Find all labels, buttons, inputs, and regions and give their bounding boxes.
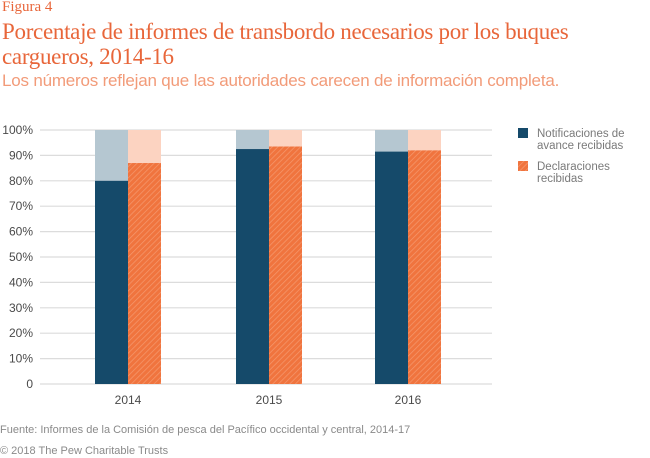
chart-title: Porcentaje de informes de transbordo nec… — [2, 19, 569, 69]
bars — [95, 130, 441, 384]
y-tick-label: 90% — [9, 148, 33, 162]
y-tick-label: 30% — [9, 301, 33, 315]
bar-remainder-declaraciones-2016 — [408, 130, 441, 151]
bar-declaraciones-2014 — [128, 163, 161, 384]
x-tick-label: 2016 — [395, 393, 422, 407]
y-tick-label: 0 — [26, 377, 33, 391]
bar-notificaciones-2016 — [375, 151, 408, 384]
y-tick-label: 70% — [9, 199, 33, 213]
y-tick-label: 10% — [9, 352, 33, 366]
bar-remainder-declaraciones-2015 — [269, 130, 302, 147]
y-tick-label: 80% — [9, 174, 33, 188]
bar-remainder-notificaciones-2014 — [95, 130, 128, 181]
legend-label: avance recibidas — [537, 140, 624, 152]
y-tick-label: 50% — [9, 250, 33, 264]
legend-label: recibidas — [537, 173, 583, 185]
figure-label: Figura 4 — [2, 0, 53, 15]
y-axis: 0 10% 20% 30% 40% 50% 60% 70% 80% 90% 100% — [2, 123, 33, 391]
x-tick-label: 2015 — [256, 393, 283, 407]
bar-remainder-notificaciones-2015 — [236, 130, 269, 150]
bar-notificaciones-2015 — [236, 149, 269, 384]
x-axis: 2014 2015 2016 — [115, 393, 422, 407]
chart-subtitle: Los números reflejan que las autoridades… — [2, 71, 560, 90]
bar-remainder-declaraciones-2014 — [128, 130, 161, 164]
y-tick-label: 100% — [2, 123, 33, 137]
bar-declaraciones-2015 — [269, 146, 302, 384]
copyright: © 2018 The Pew Charitable Trusts — [0, 445, 169, 457]
x-tick-label: 2014 — [115, 393, 142, 407]
legend-swatch-declaraciones — [518, 161, 528, 171]
legend-label: Declaraciones — [537, 161, 610, 173]
y-tick-label: 20% — [9, 326, 33, 340]
legend-swatch-notificaciones — [518, 128, 528, 138]
y-tick-label: 60% — [9, 225, 33, 239]
bar-chart: 010%20%30%40%50%60%70%80%90%100% 2014 201… — [2, 123, 625, 407]
bar-remainder-notificaciones-2016 — [375, 130, 408, 152]
bar-notificaciones-2014 — [95, 180, 128, 384]
source-note: Fuente: Informes de la Comisión de pesca… — [0, 424, 411, 436]
bar-declaraciones-2016 — [408, 150, 441, 384]
y-tick-label: 40% — [9, 275, 33, 289]
legend-label: Notificaciones de — [537, 128, 625, 140]
